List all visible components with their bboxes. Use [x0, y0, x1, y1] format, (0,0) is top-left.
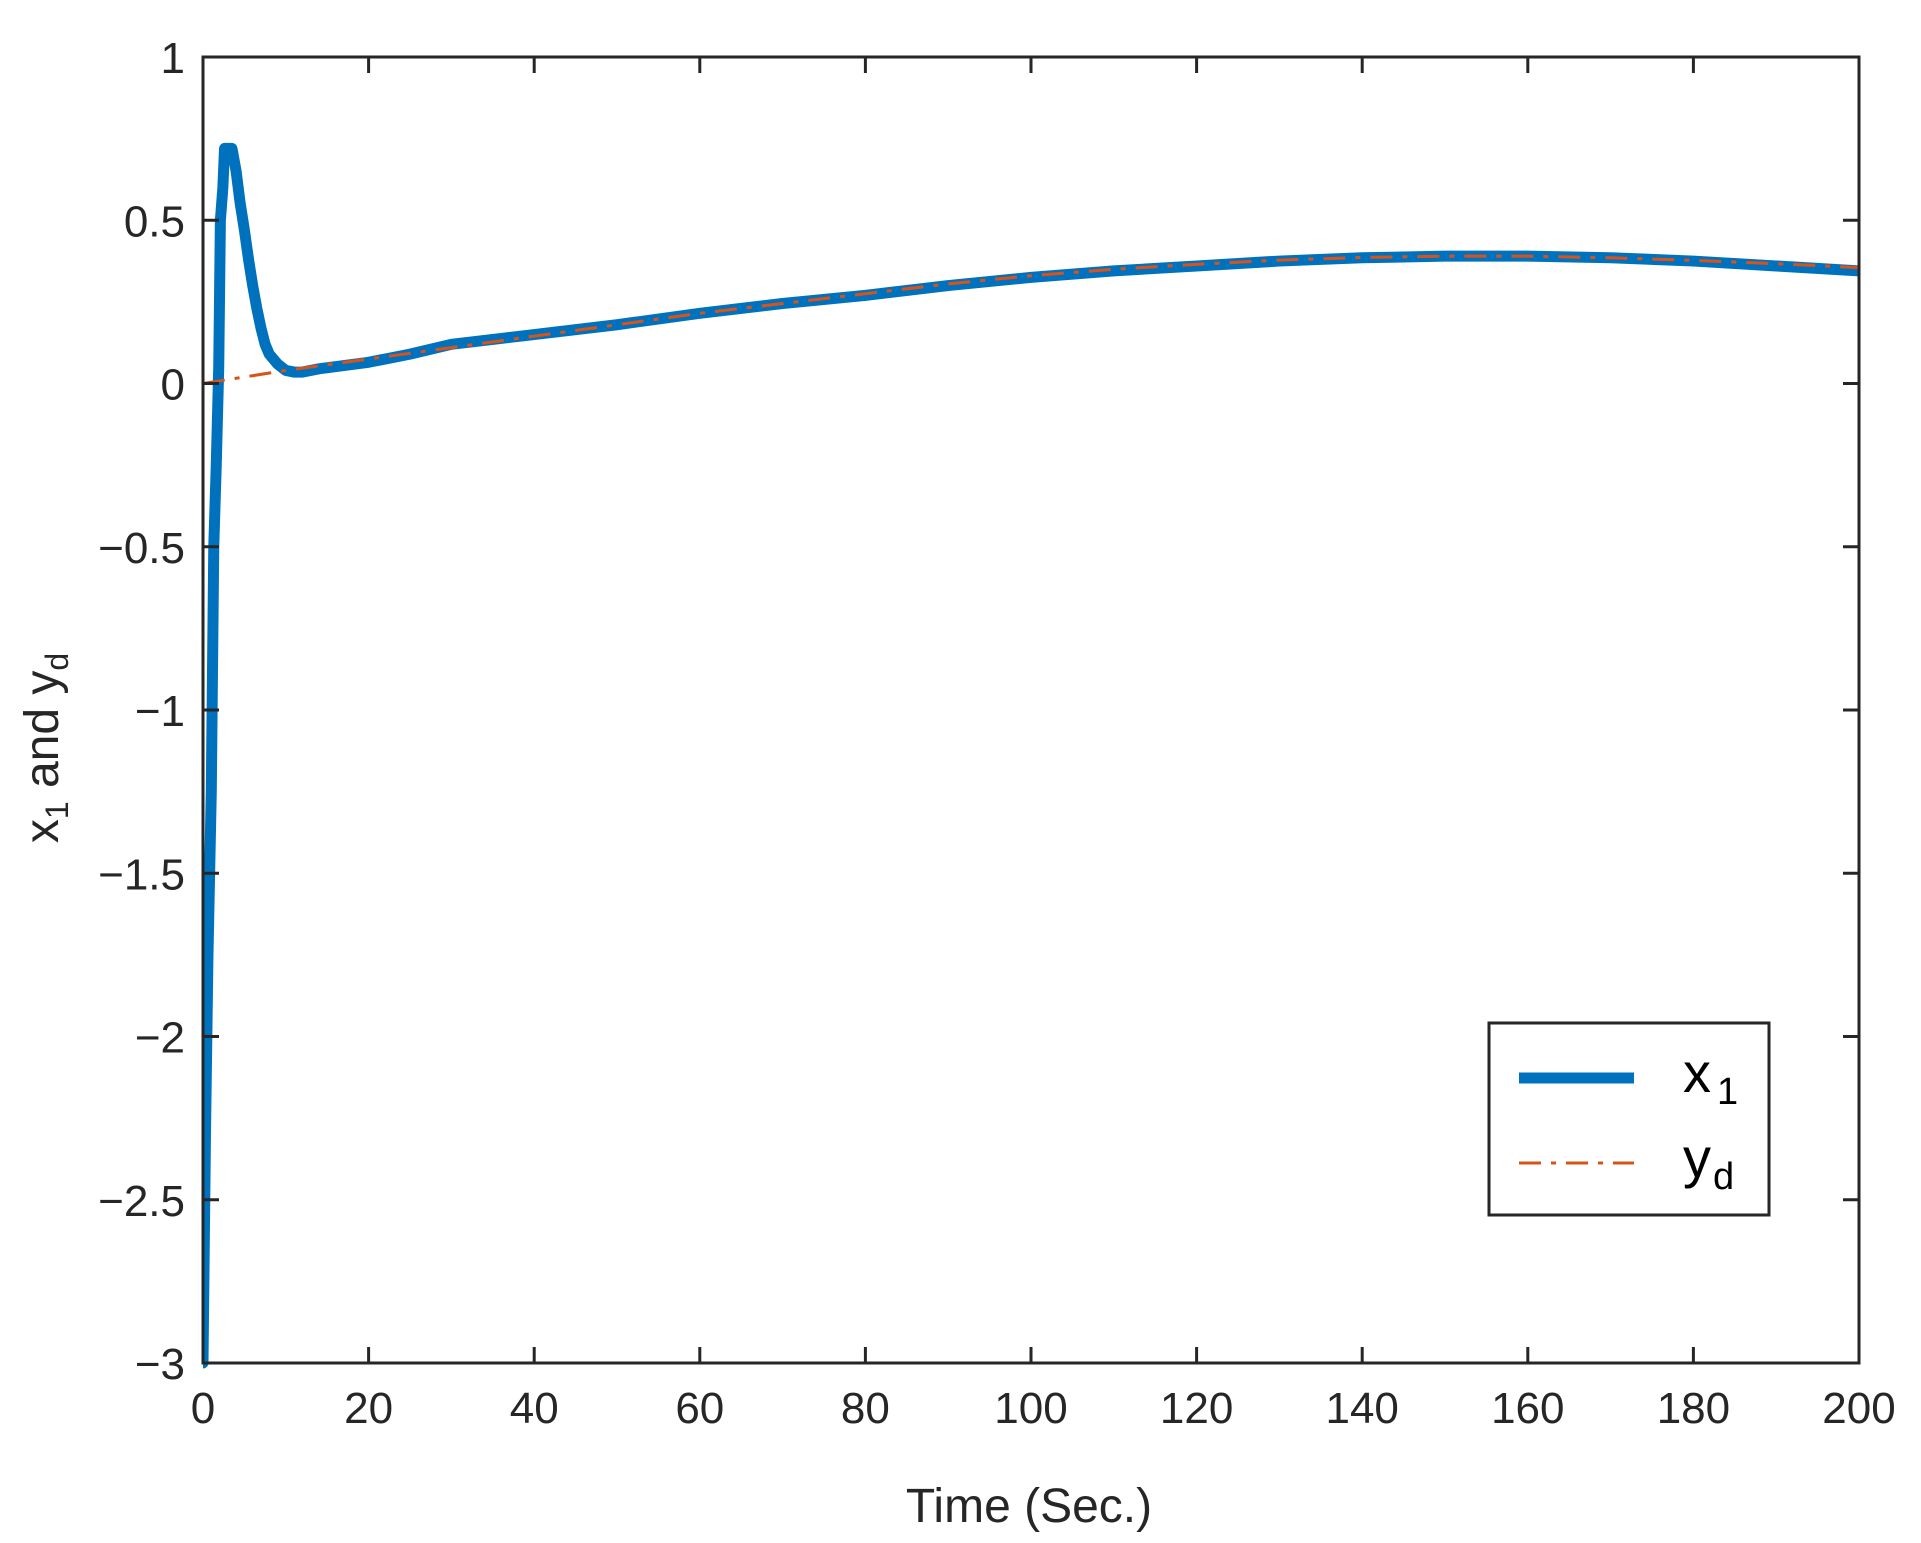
x-tick-label: 20	[344, 1384, 393, 1433]
axes-layer: 0 20 40 60 80 100 120 140 160 180 200 −3 −2.5 −2 −1.5 −…	[98, 34, 1896, 1433]
y-tick-label: −1	[135, 687, 185, 736]
series-line-yd	[203, 254, 1859, 385]
y-tick-label: −1.5	[98, 850, 185, 899]
legend-label-x1-main: x	[1683, 1041, 1711, 1104]
x-tick-label: 120	[1160, 1384, 1233, 1433]
y-tick-label: −2	[135, 1014, 185, 1063]
x-tick-label: 160	[1491, 1384, 1564, 1433]
x-axis-label: Time (Sec.)	[906, 1480, 1152, 1533]
legend-label-yd-sub: d	[1713, 1156, 1734, 1198]
y-tick-label: 0.5	[124, 197, 185, 246]
x-tick-label: 60	[675, 1384, 724, 1433]
y-tick-label: 0	[161, 361, 185, 410]
x-tick-label: 0	[191, 1384, 215, 1433]
y-axis-label-main: x	[16, 819, 69, 843]
legend-label-x1-sub: 1	[1717, 1071, 1738, 1113]
y-tick-label: −2.5	[98, 1177, 185, 1226]
y-axis-label: x1 and yd	[16, 653, 75, 843]
x-tick-label: 200	[1822, 1384, 1895, 1433]
y-axis-label-sub2: d	[39, 653, 75, 671]
x-tick-label: 140	[1325, 1384, 1398, 1433]
y-tick-label: −3	[135, 1340, 185, 1389]
y-axis-label-mid: and y	[16, 671, 69, 802]
legend-box	[1487, 1021, 1771, 1217]
series-layer	[203, 142, 1859, 1369]
series-line-x1	[203, 142, 1859, 1369]
x-tick-label: 80	[841, 1384, 890, 1433]
y-axis-label-sub1: 1	[39, 801, 75, 819]
x-tick-label: 40	[510, 1384, 559, 1433]
legend-label-yd-main: y	[1683, 1126, 1711, 1189]
y-tick-label: 1	[161, 34, 185, 83]
y-tick-label: −0.5	[98, 524, 185, 573]
x-tick-label: 100	[994, 1384, 1067, 1433]
x-tick-label: 180	[1657, 1384, 1730, 1433]
legend-label-yd: yd	[1683, 1126, 1734, 1198]
